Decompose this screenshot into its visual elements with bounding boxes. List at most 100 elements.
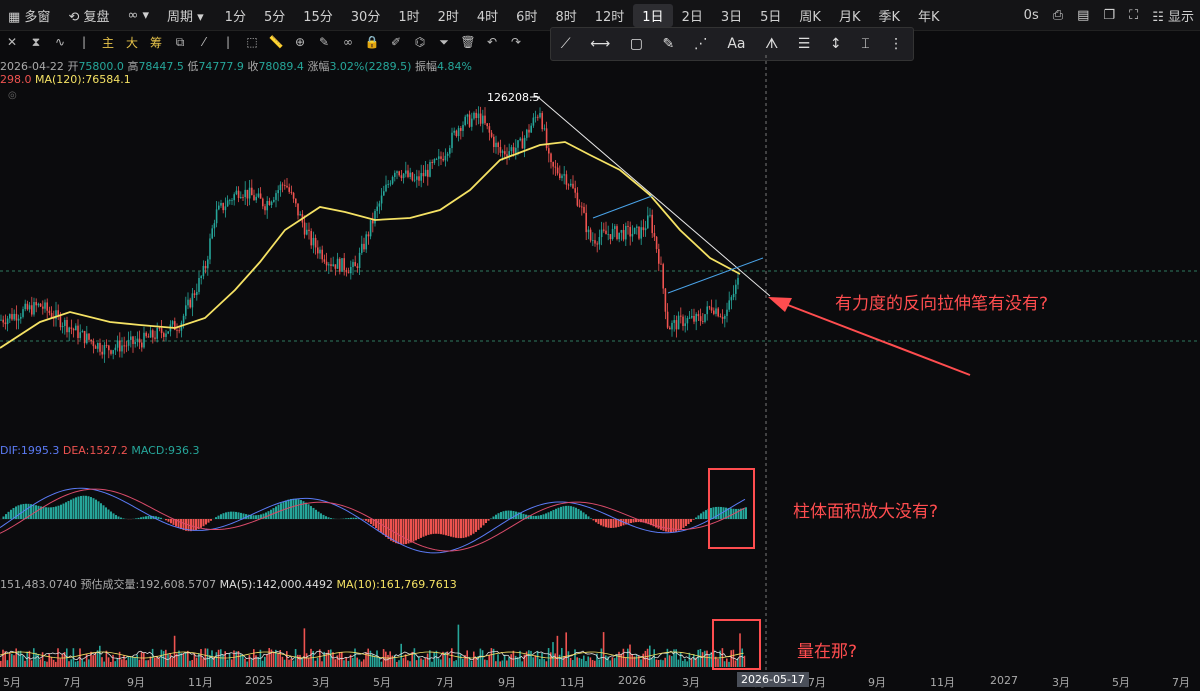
vline-icon[interactable]: ↕ — [829, 36, 842, 52]
volume-bar — [349, 654, 352, 667]
annotation-histogram-area: 柱体面积放大没有? — [793, 502, 939, 522]
cursor-icon[interactable]: ⬚ — [246, 35, 258, 49]
camera-icon[interactable]: ⎙ — [1052, 7, 1064, 23]
macd-bar — [32, 504, 35, 519]
restore-icon[interactable]: ❐ — [1103, 7, 1116, 23]
candle-body — [671, 322, 673, 330]
multi-window-button[interactable]: ▦ 多窗 — [8, 9, 51, 25]
trendline-icon[interactable]: ⟋ — [560, 36, 571, 52]
period-tab[interactable]: 2日 — [681, 9, 703, 25]
period-tab[interactable]: 12时 — [594, 9, 625, 25]
period-dropdown[interactable]: 周期 ▾ — [166, 9, 204, 25]
trash-icon[interactable]: 🗑 — [460, 35, 476, 49]
more-icon[interactable]: ⋮ — [889, 36, 904, 52]
macd-bar — [642, 519, 645, 523]
macd-bar — [200, 519, 202, 528]
zoom-icon[interactable]: ⊕ — [294, 35, 306, 49]
eye-icon[interactable]: ◎ — [8, 90, 17, 101]
candle-body — [484, 115, 486, 124]
candle-body — [449, 148, 451, 154]
period-tab[interactable]: 15分 — [303, 9, 333, 25]
volume-bar — [55, 661, 57, 667]
fullscreen-icon[interactable]: ⛶ — [1129, 7, 1139, 23]
candle-body — [174, 321, 176, 330]
macd-bar — [12, 507, 15, 519]
draw-icon[interactable]: ✎ — [318, 35, 330, 49]
macd-bar — [402, 519, 405, 545]
candle-body — [530, 125, 532, 133]
edit-icon[interactable]: ✐ — [390, 35, 402, 49]
main-force-button[interactable]: 主 — [101, 35, 114, 50]
rectangle-icon[interactable]: ▢ — [629, 36, 643, 52]
big-order-button[interactable]: 大 — [125, 35, 138, 50]
macd-bar — [142, 516, 145, 519]
replay-icon: ⟲ — [68, 9, 84, 25]
period-tab[interactable]: 1分 — [224, 9, 246, 25]
brush-icon[interactable]: ✎ — [662, 36, 675, 52]
macd-bar — [595, 519, 597, 523]
compare-icon[interactable]: ⧉ — [175, 34, 185, 49]
wave-icon[interactable]: ∿ — [54, 35, 66, 49]
indicator-button[interactable]: ∞ ▾ — [121, 6, 155, 25]
period-tab[interactable]: 5分 — [263, 9, 286, 25]
measure-icon[interactable]: ⌶ — [861, 36, 870, 52]
period-tab[interactable]: 2时 — [437, 9, 459, 25]
redo-icon[interactable]: ↷ — [510, 35, 522, 49]
candle-body — [543, 128, 546, 130]
period-tab[interactable]: 4时 — [476, 9, 499, 25]
ruler-icon[interactable]: 📏 — [268, 35, 284, 49]
period-tab[interactable]: 季K — [878, 9, 900, 25]
volume-bar — [664, 657, 666, 667]
volume-bar — [211, 650, 213, 667]
volume-bar — [272, 652, 275, 667]
candle-body — [490, 132, 493, 137]
period-tab[interactable]: 1日 — [633, 3, 673, 27]
macd-bar — [530, 515, 532, 519]
hline-icon[interactable]: ⟷ — [590, 36, 611, 52]
macd-bar — [465, 519, 467, 538]
period-tab[interactable]: 5日 — [760, 9, 782, 25]
layout-icon[interactable]: ▤ — [1077, 7, 1090, 23]
magnet-icon[interactable]: ∞ — [343, 35, 353, 49]
candle-body — [211, 228, 213, 239]
replay-button[interactable]: ⟲ 复盘 — [68, 9, 110, 25]
period-tab[interactable]: 3日 — [720, 9, 743, 25]
macd-bar — [710, 507, 712, 519]
macd-bar — [117, 516, 120, 519]
volume-bar — [176, 653, 178, 667]
lock-icon[interactable]: 🔒 — [364, 35, 380, 49]
macd-bar — [565, 505, 567, 519]
list-icon[interactable]: ☰ — [797, 36, 811, 52]
tag-icon[interactable]: ⌬ — [414, 35, 426, 49]
volume-bar — [616, 654, 618, 667]
cross-icon[interactable]: ✕ — [6, 35, 18, 49]
tool-lines-icon[interactable]: ⧗ — [31, 34, 41, 49]
period-tab[interactable]: 6时 — [516, 9, 538, 25]
macd-bar — [412, 519, 415, 542]
period-tab[interactable]: 1时 — [398, 9, 420, 25]
volume-bar — [343, 660, 345, 667]
period-tab[interactable]: 月K — [838, 9, 861, 25]
period-tab[interactable]: 8时 — [555, 9, 577, 25]
undo-icon[interactable]: ↶ — [486, 35, 498, 49]
candle-body — [334, 264, 337, 269]
volume-bar — [699, 648, 702, 667]
macd-bar — [380, 519, 382, 533]
pattern-icon[interactable]: ᗑ — [765, 36, 779, 52]
candle-body — [72, 328, 75, 331]
macd-bar — [295, 498, 297, 519]
text-tool-button[interactable]: Aa — [727, 36, 746, 52]
display-button[interactable]: ☷ 显示 — [1152, 9, 1194, 25]
period-tab[interactable]: 年K — [918, 9, 940, 25]
candle-body — [141, 342, 143, 348]
macd-bar — [700, 513, 702, 519]
filter-icon[interactable]: ⏷ — [439, 34, 449, 49]
slash-icon[interactable]: ⁄ — [202, 35, 205, 49]
fib-icon[interactable]: ⋰ — [693, 36, 708, 52]
volume-bar — [360, 661, 363, 667]
period-tab[interactable]: 周K — [799, 9, 821, 25]
period-tab[interactable]: 30分 — [350, 9, 381, 25]
candle-body — [284, 185, 286, 186]
chips-button[interactable]: 筹 — [149, 35, 162, 50]
